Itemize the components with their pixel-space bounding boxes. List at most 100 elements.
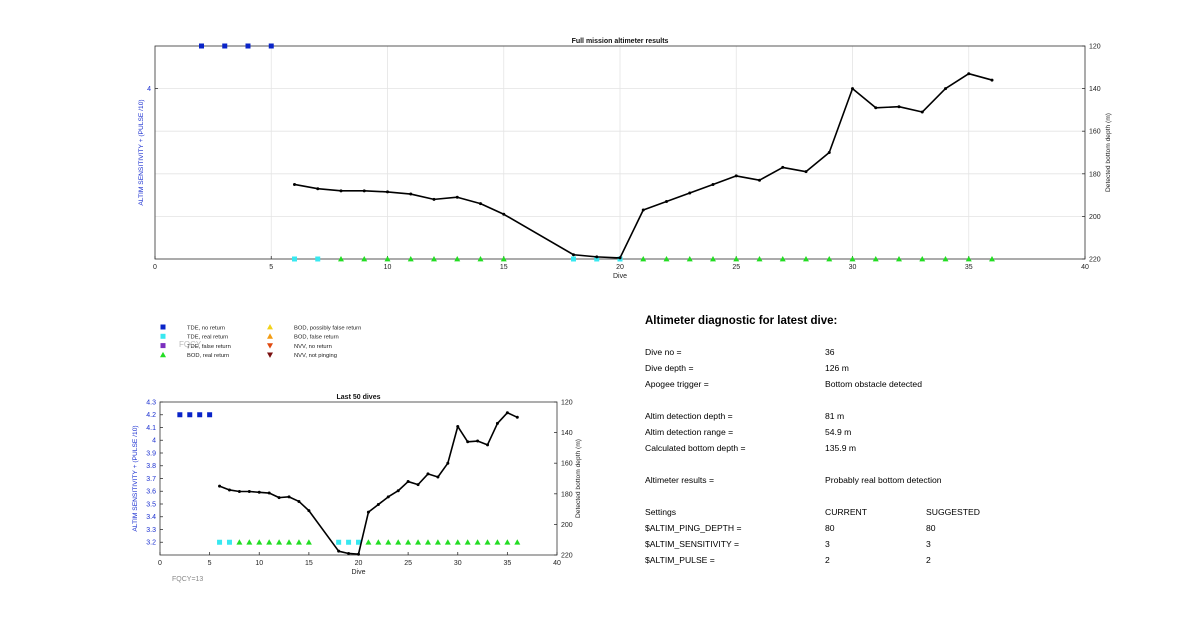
detected-bottom-depth-point	[406, 480, 410, 484]
diagnostic-row: Dive no = 36	[645, 347, 1065, 361]
diagnostic-label: Dive depth =	[645, 363, 694, 373]
legend-bod-possibly-false-return-marker	[267, 324, 273, 330]
x-tick-label: 5	[208, 560, 212, 567]
detected-bottom-depth-point	[476, 439, 480, 443]
diagnostic-label: Altim detection depth =	[645, 411, 733, 421]
tde-no-return-marker	[199, 43, 204, 49]
detected-bottom-depth-point	[293, 182, 296, 186]
legend-label: BOD, false return	[294, 335, 339, 341]
left-y-tick-label: 4.2	[146, 412, 156, 419]
x-tick-label: 40	[1081, 264, 1089, 271]
tde-no-return-marker	[177, 412, 183, 418]
right-y-tick-label: 160	[561, 461, 573, 468]
diagnostic-label: Altimeter results =	[645, 475, 715, 485]
legend-bod-real-return-marker	[160, 351, 166, 358]
right-y-tick-label: 180	[561, 491, 573, 498]
x-axis-label: Dive	[351, 569, 365, 576]
bod-real-return-marker	[494, 539, 501, 545]
x-tick-label: 35	[965, 264, 973, 271]
diagnostic-label: $ALTIM_PULSE =	[645, 555, 715, 565]
left-y-axis-label: ALTIM SENSITIVITY + (PULSE /10)	[138, 99, 145, 205]
detected-bottom-depth-point	[287, 495, 291, 499]
bod-real-return-marker	[779, 256, 786, 262]
diagnostic-row: Altimeter results = Probably real bottom …	[645, 475, 1065, 489]
diagnostic-label: Altim detection range =	[645, 427, 734, 437]
detected-bottom-depth-point	[297, 499, 301, 503]
bod-real-return-marker	[686, 256, 693, 262]
detected-bottom-depth-point	[456, 424, 460, 428]
bod-real-return-marker	[407, 256, 414, 262]
left-y-tick-label: 4.1	[146, 425, 156, 432]
diagnostic-suggested: 80	[926, 523, 936, 533]
bod-real-return-marker	[872, 256, 879, 262]
legend-overlap-text: FQCY	[179, 340, 202, 349]
detected-bottom-depth-line	[219, 411, 518, 556]
diagnostic-row: $ALTIM_PULSE = 2 2	[645, 555, 1065, 569]
legend-label: BOD, real return	[187, 353, 229, 359]
diagnostic-row: $ALTIM_SENSITIVITY = 3 3	[645, 539, 1065, 553]
right-y-tick-label: 200	[561, 522, 573, 529]
diagnostic-row: Dive depth = 126 m	[645, 363, 1065, 377]
bod-real-return-marker	[896, 256, 902, 262]
detected-bottom-depth-point	[376, 503, 380, 507]
bod-real-return-marker	[454, 539, 461, 545]
detected-bottom-depth-point	[734, 174, 738, 178]
diagnostic-value: 80	[825, 523, 835, 533]
tde-real-return-marker	[217, 539, 223, 545]
bod-real-return-marker	[640, 256, 647, 262]
detected-bottom-depth-point	[572, 253, 575, 257]
right-y-axis-label: Detected bottom depth (m)	[1105, 113, 1112, 192]
left-y-tick-label: 3.9	[146, 450, 156, 457]
detected-bottom-depth-point	[426, 472, 430, 476]
tde-real-return-marker	[571, 256, 576, 262]
bod-real-return-marker	[454, 256, 461, 262]
bod-real-return-marker	[942, 256, 949, 262]
bod-real-return-marker	[375, 539, 382, 545]
detected-bottom-depth-point	[897, 105, 901, 109]
x-tick-label: 10	[255, 560, 263, 567]
left-y-tick-label: 3.4	[146, 514, 156, 521]
detected-bottom-depth-point	[944, 87, 947, 91]
x-tick-label: 10	[384, 264, 392, 271]
diagnostic-value: 81 m	[825, 411, 845, 421]
x-tick-label: 35	[503, 560, 511, 567]
bod-real-return-marker	[266, 539, 273, 545]
x-tick-label: 30	[849, 264, 857, 271]
diagnostic-value: Probably real bottom detection	[825, 475, 942, 485]
chart-title: Full mission altimeter results	[572, 38, 669, 45]
detected-bottom-depth-line	[294, 72, 993, 259]
detected-bottom-depth-point	[366, 510, 370, 514]
left-y-tick-label: 3.2	[146, 540, 156, 547]
bod-real-return-marker	[803, 256, 809, 262]
bod-real-return-marker	[395, 539, 402, 545]
detected-bottom-depth-point	[688, 191, 692, 195]
bod-real-return-marker	[236, 539, 243, 545]
diagnostic-row: $ALTIM_PING_DEPTH = 80 80	[645, 523, 1065, 537]
bod-real-return-marker	[484, 539, 491, 545]
detected-bottom-depth-point	[416, 483, 420, 487]
bod-real-return-marker	[500, 256, 507, 262]
detected-bottom-depth-point	[455, 195, 459, 199]
x-tick-label: 20	[355, 560, 363, 567]
diagnostic-label: $ALTIM_SENSITIVITY =	[645, 539, 740, 549]
tde-no-return-marker	[222, 43, 228, 49]
bod-real-return-marker	[919, 256, 926, 262]
diagnostic-value: CURRENT	[825, 507, 868, 517]
last-50-dives-chart: 0 5 10 15 20 25 30 35 40 Dive 120 140 160 180 200 220 De…	[132, 394, 582, 583]
legend-label: TDE, real return	[187, 335, 228, 341]
legend-tde-no-return-marker	[160, 324, 166, 330]
tde-real-return-marker	[336, 539, 342, 545]
left-y-tick-label: 3.7	[146, 476, 156, 483]
bod-real-return-marker	[361, 256, 368, 262]
left-y-axis-label: ALTIM SENSITIVITY + (PULSE /10)	[132, 425, 139, 531]
detected-bottom-depth-point	[339, 189, 343, 193]
full-mission-chart: 0 5 10 15 20 25 30 35 40 Dive 120 140 160 180 200 220 De…	[138, 38, 1112, 280]
detected-bottom-depth-point	[967, 72, 971, 76]
detected-bottom-depth-point	[920, 110, 924, 114]
right-y-axis-label: Detected bottom depth (m)	[575, 439, 582, 518]
detected-bottom-depth-point	[495, 421, 499, 425]
left-y-tick-label: 3.5	[146, 501, 156, 508]
detected-bottom-depth-point	[362, 189, 366, 193]
bod-real-return-marker	[663, 256, 670, 262]
detected-bottom-depth-point	[337, 549, 341, 553]
